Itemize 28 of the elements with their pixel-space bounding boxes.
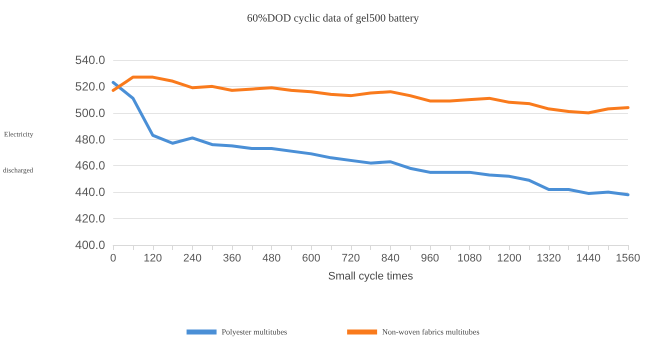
chart-title: 60%DOD cyclic data of gel500 battery	[247, 12, 420, 24]
x-tick-label: 480	[262, 252, 281, 264]
y-tick-label: 460.0	[75, 158, 106, 173]
x-tick-label: 600	[302, 252, 320, 264]
x-tick-label: 720	[342, 252, 360, 264]
x-tick-label: 1320	[536, 252, 562, 264]
line-series	[112, 80, 630, 196]
x-tick-label: 1080	[457, 252, 482, 264]
x-tick-label: 0	[110, 252, 116, 264]
x-axis-title: Small cycle times	[328, 270, 414, 282]
y-tick-label: 520.0	[75, 79, 106, 94]
y-tick-label: 540.0	[75, 53, 106, 67]
x-tick-label: 1440	[576, 252, 601, 264]
y-tick-label: 500.0	[75, 106, 106, 120]
y-tick-label: 400.0	[75, 238, 106, 252]
y-tick-label: 480.0	[75, 132, 106, 146]
x-tick-label: 840	[381, 252, 400, 264]
y-tick-label: 440.0	[75, 185, 106, 200]
x-tick-label: 960	[420, 252, 440, 264]
line-series	[112, 76, 630, 114]
x-tick-label: 1200	[496, 252, 522, 264]
legend-label: Polyester multitubes	[222, 328, 288, 336]
y-tick-label: 420.0	[75, 212, 106, 226]
x-tick-label: 1560	[616, 252, 640, 264]
x-tick-label: 240	[183, 252, 202, 264]
legend-label: Non-woven fabrics multitubes	[382, 328, 480, 336]
x-tick-label: 120	[144, 252, 162, 264]
x-tick-label: 360	[222, 252, 242, 264]
